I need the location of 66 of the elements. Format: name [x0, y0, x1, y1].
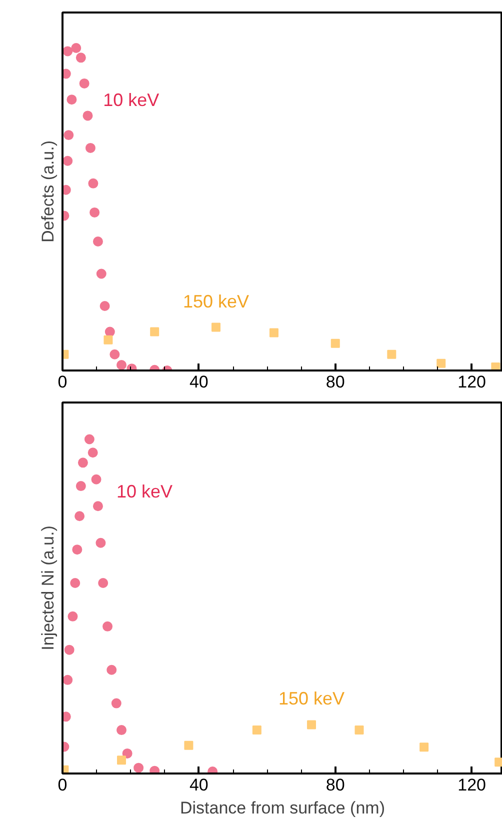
point — [134, 762, 144, 773]
point — [269, 328, 278, 338]
x-axis-title: Distance from surface (nm) — [180, 798, 385, 818]
point — [436, 358, 446, 368]
point — [85, 142, 96, 153]
point — [70, 578, 80, 588]
point — [64, 130, 74, 140]
point — [62, 156, 73, 166]
point — [420, 742, 429, 752]
point — [96, 538, 106, 548]
point — [68, 611, 78, 622]
point — [96, 268, 106, 279]
point — [354, 726, 364, 735]
point — [116, 725, 127, 736]
point — [74, 511, 85, 522]
point — [306, 720, 316, 730]
x-tick-label: 120 — [458, 776, 486, 794]
point — [98, 578, 108, 588]
series-label: 10 keV — [103, 90, 160, 110]
point — [72, 544, 82, 555]
point — [76, 52, 86, 63]
point — [150, 766, 160, 774]
point — [62, 674, 73, 685]
point — [71, 42, 82, 53]
point — [211, 322, 220, 332]
point — [76, 481, 86, 492]
point — [79, 78, 90, 88]
point — [104, 326, 115, 337]
point — [252, 726, 262, 735]
point — [111, 698, 122, 708]
point — [116, 360, 127, 370]
point — [88, 178, 98, 188]
point — [106, 664, 117, 675]
point — [90, 207, 100, 218]
point — [92, 501, 103, 512]
point — [91, 474, 102, 484]
y-axis-title: Defects (a.u.) — [38, 140, 58, 243]
point — [330, 338, 340, 348]
x-tick-label: 0 — [58, 776, 68, 794]
point — [62, 46, 73, 56]
x-tick-label: 40 — [189, 776, 208, 794]
point — [117, 756, 126, 765]
y-axis-title: Injected Ni (a.u.) — [38, 526, 58, 650]
point — [122, 748, 132, 758]
point — [92, 236, 103, 246]
point — [150, 327, 160, 336]
point — [387, 350, 396, 359]
point — [78, 458, 88, 468]
series-label: 150 keV — [182, 291, 250, 312]
point — [82, 110, 93, 121]
x-tick-label: 0 — [58, 372, 68, 392]
point — [184, 740, 194, 750]
point — [88, 448, 98, 458]
point — [102, 621, 113, 632]
point — [104, 335, 113, 344]
x-tick-label: 80 — [326, 372, 345, 392]
point — [100, 301, 110, 311]
point — [66, 94, 77, 105]
x-tick-label: 40 — [189, 372, 208, 392]
x-tick-label: 120 — [458, 372, 486, 392]
point — [64, 644, 74, 655]
series-label: 10 keV — [116, 481, 172, 502]
point — [84, 434, 94, 444]
x-tick-label: 80 — [326, 776, 345, 794]
series-label: 150 keV — [278, 688, 345, 709]
point — [110, 349, 120, 360]
